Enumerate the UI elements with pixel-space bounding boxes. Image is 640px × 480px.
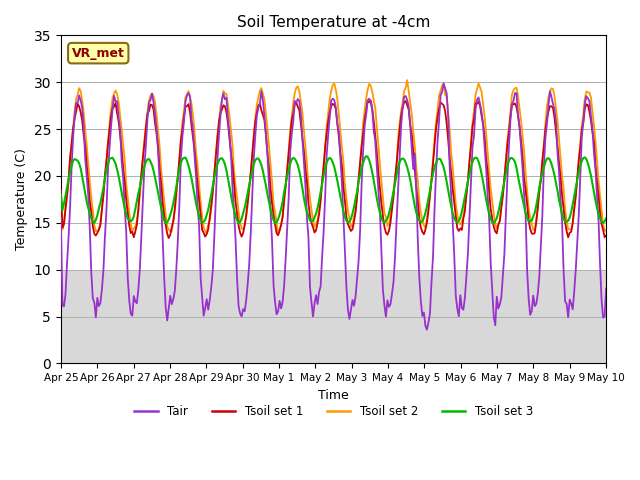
Tair: [247, 230, 255, 236]
Tsoil set 1: [575, 157, 582, 163]
Tair: [238, 313, 246, 319]
Tair: [57, 215, 65, 221]
Line: Tsoil set 1: Tsoil set 1: [61, 100, 606, 238]
Tsoil set 3: [602, 216, 610, 221]
Tsoil set 3: [490, 220, 497, 226]
X-axis label: Time: Time: [318, 389, 349, 402]
Line: Tsoil set 2: Tsoil set 2: [61, 80, 606, 234]
Tsoil set 2: [124, 194, 132, 200]
Tsoil set 1: [602, 233, 610, 239]
Title: Soil Temperature at -4cm: Soil Temperature at -4cm: [237, 15, 430, 30]
Bar: [61, 36, 606, 270]
Tsoil set 3: [220, 157, 227, 163]
Tsoil set 3: [247, 175, 255, 181]
Tsoil set 1: [239, 230, 247, 236]
Tsoil set 2: [275, 231, 282, 237]
Tsoil set 2: [403, 77, 411, 83]
Text: VR_met: VR_met: [72, 47, 125, 60]
Tsoil set 1: [297, 120, 305, 126]
Tair: [296, 98, 303, 104]
Tsoil set 2: [220, 88, 227, 94]
Tsoil set 1: [221, 103, 228, 109]
Tair: [423, 327, 431, 333]
Tsoil set 1: [165, 235, 173, 241]
Tsoil set 1: [248, 152, 256, 158]
Tair: [575, 212, 582, 218]
Tsoil set 3: [362, 153, 370, 159]
Line: Tsoil set 3: Tsoil set 3: [61, 156, 606, 223]
Tair: [440, 80, 447, 86]
Tsoil set 1: [367, 97, 374, 103]
Tair: [124, 275, 132, 280]
Tsoil set 3: [296, 168, 303, 174]
Line: Tair: Tair: [61, 83, 606, 330]
Tsoil set 2: [247, 168, 255, 174]
Tsoil set 2: [297, 98, 305, 104]
Tsoil set 1: [57, 187, 65, 193]
Tsoil set 3: [238, 216, 246, 222]
Tsoil set 1: [124, 210, 132, 216]
Legend: Tair, Tsoil set 1, Tsoil set 2, Tsoil set 3: Tair, Tsoil set 1, Tsoil set 2, Tsoil se…: [129, 401, 538, 423]
Tair: [602, 286, 610, 291]
Tsoil set 3: [57, 192, 65, 198]
Tsoil set 2: [575, 158, 582, 164]
Tsoil set 3: [575, 169, 582, 175]
Tsoil set 2: [57, 192, 65, 198]
Tair: [220, 91, 227, 96]
Y-axis label: Temperature (C): Temperature (C): [15, 148, 28, 250]
Tsoil set 3: [124, 216, 132, 221]
Tsoil set 2: [238, 226, 246, 231]
Tsoil set 2: [602, 227, 610, 233]
